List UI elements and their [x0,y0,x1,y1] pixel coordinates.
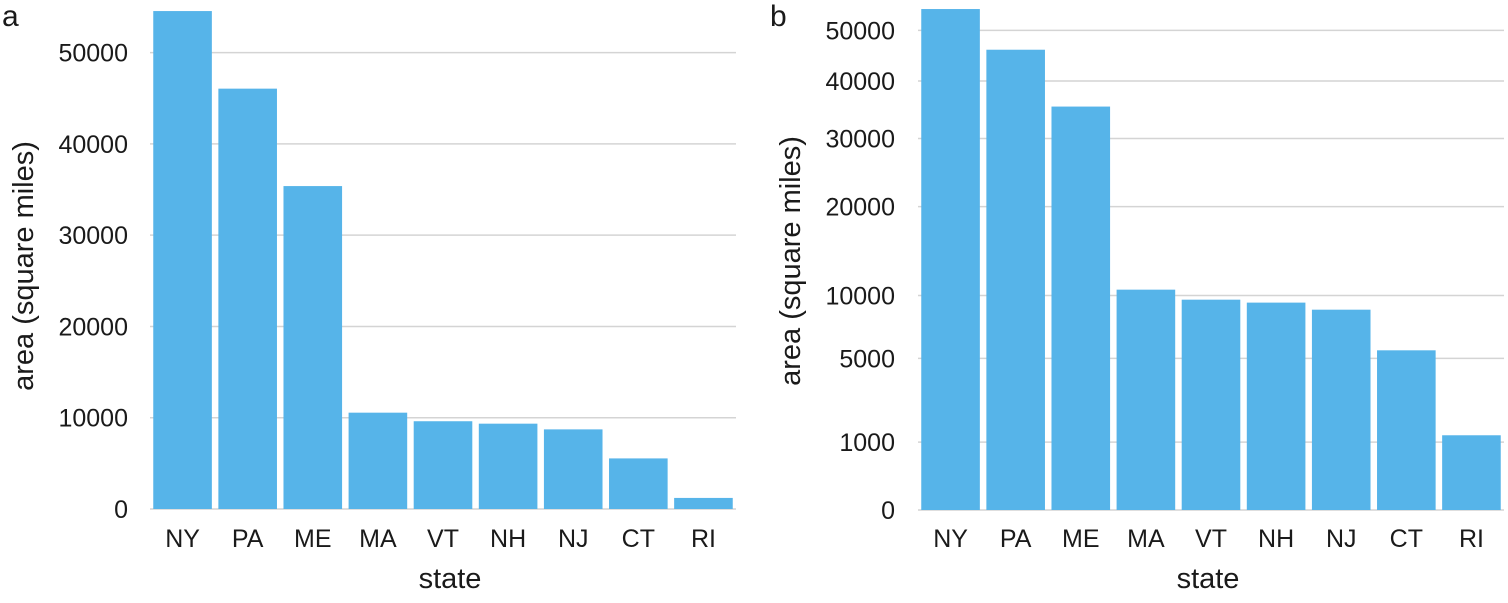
panel-b-y-tick-label: 10000 [825,283,895,311]
panel-b-x-tick-label-ri: RI [1459,525,1484,553]
panel-a-y-tick-label: 40000 [58,131,128,159]
panel-b-x-tick-label-nj: NJ [1326,525,1357,553]
panel-b-x-tick-label-me: ME [1062,525,1100,553]
panel-b-y-tick-label: 5000 [839,345,895,373]
panel-b-bar-pa [986,49,1045,510]
panel-b-y-tick-label: 1000 [839,429,895,457]
panel-a-label: a [2,0,19,33]
panel-b-y-tick-label: 0 [881,497,895,525]
panel-b-y-tick-label: 50000 [825,17,895,45]
panel-b-bar-ny [921,9,980,510]
panel-a-x-tick-label-nj: NJ [558,525,589,553]
panel-a-chart: a state area (square miles) 0 10000 20000 3… [2,0,736,595]
panel-a-bar-ct [609,458,668,509]
panel-a-x-tick-label-vt: VT [427,525,459,553]
panel-a-x-tick-label-ny: NY [165,525,200,553]
panel-a-bar-pa [218,88,277,509]
panel-a-bar-ma [348,412,408,509]
panel-b-bar-me [1051,106,1111,510]
panel-b-x-tick-label-nh: NH [1258,525,1294,553]
panel-a-bar-ny [153,11,212,509]
panel-a-y-tick-label: 20000 [58,313,128,341]
panel-a-bar-me [283,186,343,509]
panel-a-y-axis-title: area (square miles) [8,141,40,391]
panel-b-bar-nh [1246,302,1306,510]
panel-a-x-axis-title: state [419,563,482,595]
panel-a-x-tick-label-nh: NH [490,525,526,553]
panel-b-bar-ct [1377,350,1436,510]
panel-b-y-tick-label: 40000 [825,68,895,96]
panel-b-x-axis-title: state [1177,563,1240,595]
panel-a-bar-nh [478,423,538,509]
panel-b-chart: b state area (square miles) 0 1000 5000 100… [770,0,1504,595]
panel-b-y-tick-label: 30000 [825,126,895,154]
panel-b-x-tick-label-vt: VT [1195,525,1227,553]
panel-a-x-tick-label-ri: RI [691,525,716,553]
panel-a-x-tick-label-pa: PA [232,525,264,553]
panel-a-bar-nj [543,429,603,509]
panel-a-y-tick-label: 30000 [58,222,128,250]
panel-b-x-tick-label-pa: PA [1000,525,1032,553]
panel-b-bar-ri [1442,435,1501,510]
panel-a-x-tick-label-ma: MA [359,525,397,553]
panel-b-bar-ma [1116,289,1176,510]
panel-a-bar-vt [413,421,473,509]
panel-a-y-tick-label: 10000 [58,405,128,433]
panel-b-y-axis-title: area (square miles) [775,136,807,386]
panel-b-y-tick-label: 20000 [825,194,895,222]
panel-a-x-tick-label-me: ME [294,525,332,553]
panel-b-bar-nj [1311,309,1371,510]
panel-a-x-tick-label-ct: CT [622,525,655,553]
panel-b-x-tick-label-ny: NY [933,525,968,553]
panel-a-bar-ri [674,497,733,509]
panel-a-y-tick-label: 50000 [58,40,128,68]
panel-b-x-tick-label-ct: CT [1390,525,1423,553]
panel-a-y-tick-label: 0 [114,496,128,524]
panel-b-bar-vt [1181,299,1241,510]
panel-b-label: b [770,0,787,33]
panel-b-x-tick-label-ma: MA [1127,525,1165,553]
